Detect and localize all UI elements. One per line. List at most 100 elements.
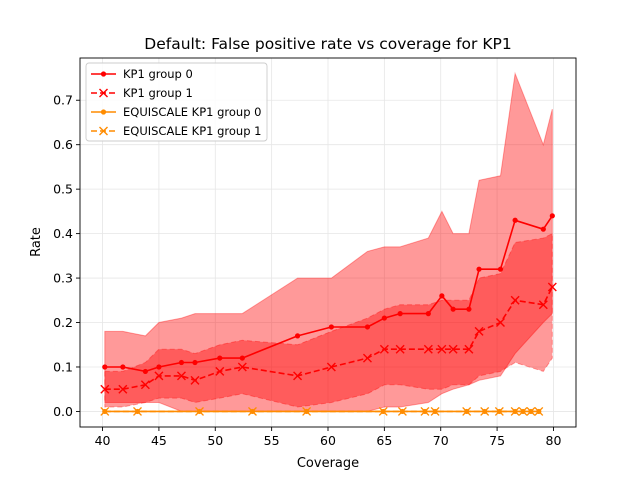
data-point-series-0 [540, 226, 546, 232]
data-point-series-3 [132, 406, 142, 416]
data-point-series-1-stroke-b [474, 326, 484, 336]
y-tick-label: 0.2 [53, 315, 73, 330]
data-point-series-1 [293, 371, 303, 381]
data-point-series-1 [215, 366, 225, 376]
data-point-series-3 [397, 406, 407, 416]
data-point-series-0 [328, 324, 334, 330]
data-point-series-1-stroke-b [215, 366, 225, 376]
y-tick-label: 0.7 [53, 93, 73, 108]
data-point-series-0 [192, 359, 198, 366]
legend-swatch-marker-stroke-b [99, 126, 108, 136]
data-point-series-3-stroke-b [430, 406, 440, 416]
data-point-series-3 [378, 406, 388, 416]
data-point-series-1 [140, 380, 150, 390]
data-point-series-3-stroke-b [494, 406, 504, 416]
legend-label: EQUISCALE KP1 group 0 [123, 105, 261, 119]
x-tick-label: 40 [95, 433, 111, 448]
legend-swatch-marker [99, 88, 108, 98]
y-tick-label: 0.6 [53, 137, 73, 152]
data-point-series-1-stroke-b [423, 344, 433, 354]
x-tick-label: 80 [546, 433, 562, 448]
data-point-series-1 [395, 344, 405, 354]
data-point-series-1-stroke-b [437, 344, 447, 354]
plot-area [100, 71, 557, 416]
data-point-series-1-stroke-b [448, 344, 458, 354]
series-line-0 [104, 215, 553, 373]
data-point-series-3-stroke-b [247, 406, 257, 416]
x-tick-label: 50 [207, 433, 223, 448]
data-point-series-3 [534, 406, 544, 416]
data-point-series-1 [100, 384, 110, 394]
data-point-series-0 [466, 306, 472, 312]
y-tick-label: 0.3 [53, 271, 73, 286]
data-point-series-1 [362, 353, 372, 363]
data-point-series-1-stroke-b [237, 362, 247, 372]
data-point-series-1 [190, 375, 200, 385]
y-tick-label: 0.5 [53, 182, 73, 197]
data-point-series-1 [547, 282, 557, 292]
data-point-series-1-stroke-b [140, 380, 150, 390]
data-point-series-0 [512, 217, 518, 223]
data-point-series-1 [464, 344, 474, 354]
legend-box [85, 62, 268, 142]
y-tick-label: 0.0 [53, 404, 73, 419]
data-point-series-3 [480, 406, 490, 416]
x-tick-label: 60 [320, 433, 336, 448]
data-point-series-3 [494, 406, 504, 416]
chart-title: Default: False positive rate vs coverage… [144, 35, 511, 53]
data-point-series-3 [100, 406, 110, 416]
data-point-series-0 [217, 355, 223, 361]
data-point-series-3-stroke-b [510, 406, 520, 416]
data-point-series-1 [474, 326, 484, 336]
data-point-series-3-stroke-b [378, 406, 388, 416]
data-point-series-3 [302, 406, 312, 416]
data-point-series-3-stroke-b [420, 406, 430, 416]
data-point-series-0 [381, 315, 387, 321]
legend-label: KP1 group 1 [123, 86, 193, 100]
legend-swatch-marker [99, 126, 108, 136]
data-point-series-0 [120, 364, 126, 370]
y-axis-title: Rate [29, 227, 44, 257]
data-point-series-1-stroke-b [464, 344, 474, 354]
data-point-series-3 [430, 406, 440, 416]
confidence-band-series-1 [104, 232, 553, 408]
data-point-series-3-stroke-b [462, 406, 472, 416]
data-point-series-1-stroke-b [100, 384, 110, 394]
data-point-series-0 [364, 324, 371, 330]
x-tick-label: 70 [433, 433, 449, 448]
x-tick-label: 75 [489, 433, 505, 448]
data-point-series-3-stroke-b [100, 406, 110, 416]
data-point-series-1 [495, 318, 505, 328]
data-point-series-0 [102, 364, 108, 370]
data-point-series-1 [237, 362, 247, 372]
data-point-series-1-stroke-b [118, 384, 128, 394]
x-axis-title: Coverage [297, 456, 359, 471]
data-point-series-3-stroke-b [480, 406, 490, 416]
data-point-series-0 [239, 355, 245, 361]
legend: KP1 group 0 KP1 group 1 EQUISCALE KP1 grou… [85, 62, 268, 142]
data-point-series-1 [118, 384, 128, 394]
data-point-series-1 [176, 371, 186, 381]
data-point-series-1-stroke-b [379, 344, 389, 354]
data-point-series-1 [448, 344, 458, 354]
data-point-series-3 [247, 406, 257, 416]
data-point-series-3-stroke-b [194, 406, 204, 416]
data-point-series-1-stroke-b [395, 344, 405, 354]
data-point-series-1 [437, 344, 447, 354]
data-point-series-0 [178, 359, 185, 366]
series-markers [100, 213, 557, 416]
legend-swatch-marker-stroke-b [99, 88, 108, 98]
data-point-series-3-stroke-b [302, 406, 312, 416]
data-point-series-3-stroke-b [397, 406, 407, 416]
data-point-series-3-stroke-b [518, 406, 528, 416]
legend-items: KP1 group 0 KP1 group 1 EQUISCALE KP1 grou… [91, 67, 261, 138]
data-point-series-3 [462, 406, 472, 416]
data-point-series-0 [549, 213, 555, 219]
data-point-series-3 [518, 406, 528, 416]
data-point-series-3 [420, 406, 430, 416]
x-tick-label: 55 [264, 433, 280, 448]
data-point-series-1-stroke-b [547, 282, 557, 292]
data-point-series-1-stroke-b [154, 371, 164, 381]
x-axis-ticks: 40 45 50 55 60 65 70 75 80 [95, 427, 562, 448]
